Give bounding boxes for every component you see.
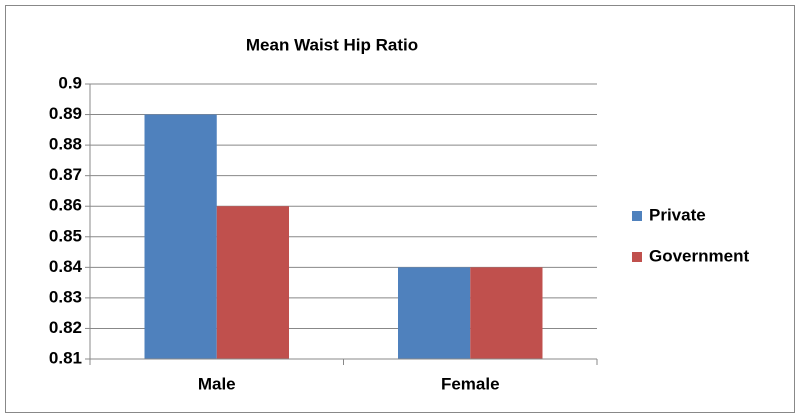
bar bbox=[144, 114, 217, 359]
x-tick-label: Female bbox=[441, 374, 500, 393]
y-tick-label: 0.81 bbox=[49, 348, 82, 367]
legend-swatch bbox=[632, 211, 642, 221]
y-tick-label: 0.82 bbox=[49, 318, 82, 337]
legend-label: Private bbox=[649, 205, 706, 224]
chart-title: Mean Waist Hip Ratio bbox=[246, 35, 418, 54]
legend-swatch bbox=[632, 252, 642, 262]
bar bbox=[216, 206, 289, 359]
x-tick-label: Male bbox=[198, 374, 236, 393]
y-tick-label: 0.89 bbox=[49, 104, 82, 123]
y-tick-label: 0.83 bbox=[49, 287, 82, 306]
bar bbox=[398, 267, 471, 359]
legend-label: Government bbox=[649, 246, 749, 265]
y-tick-label: 0.9 bbox=[58, 73, 82, 92]
y-tick-label: 0.87 bbox=[49, 165, 82, 184]
y-tick-label: 0.88 bbox=[49, 135, 82, 154]
y-tick-label: 0.86 bbox=[49, 196, 82, 215]
y-tick-label: 0.85 bbox=[49, 226, 82, 245]
bar bbox=[470, 267, 543, 359]
y-tick-label: 0.84 bbox=[49, 257, 83, 276]
